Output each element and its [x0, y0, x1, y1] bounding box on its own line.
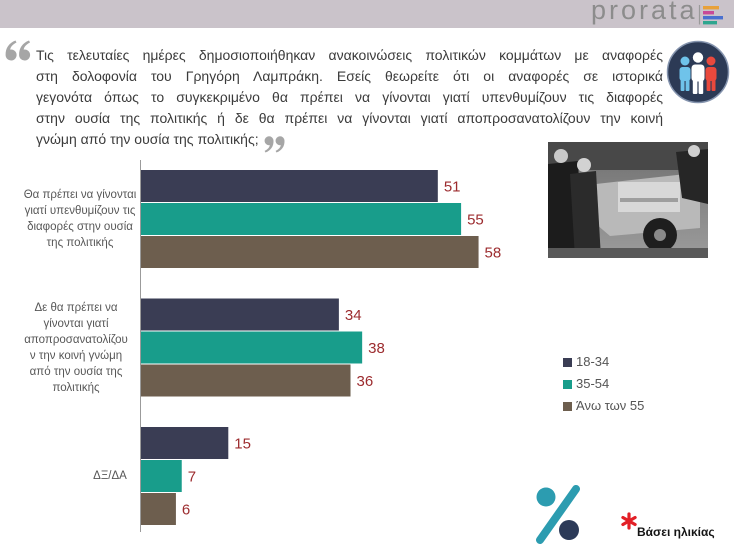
- legend-swatch: [563, 401, 572, 411]
- category-label-box: ΔΞ/ΔΑ: [47, 427, 173, 525]
- bar-series-1-category-2: [141, 298, 339, 331]
- footnote-text: Βάσει ηλικίας: [637, 525, 715, 539]
- question-line-last: γνώμη από την ουσία της πολιτικής;: [36, 129, 663, 153]
- value-label: 7: [188, 468, 196, 485]
- legend-item-over-55: Άνω των 55: [563, 399, 644, 413]
- value-label: 36: [357, 373, 374, 390]
- category-label-box: Δε θα πρέπει να γίνονται γιατί αποπροσαν…: [13, 299, 139, 397]
- prorata-stripes-icon: [698, 5, 723, 25]
- legend-label: 18-34: [576, 354, 610, 369]
- open-quote-icon: [5, 40, 31, 61]
- question-line: στη δολοφονία του Γρηγόρη Λαμπράκη. Εσεί…: [36, 68, 663, 84]
- value-label: 55: [467, 211, 484, 228]
- logo-stripe: [703, 16, 723, 20]
- question-line: γεγονότα όπως το συγκεκριμένο θα πρέπει …: [36, 89, 663, 105]
- question-line: στην ουσία της πολιτικής ή δε θα πρέπει …: [36, 110, 663, 126]
- value-label: 34: [345, 307, 362, 324]
- survey-question: Τις τελευταίες ημέρες δημοσιοποιήθηκαν α…: [36, 45, 663, 153]
- category-label-box: Θα πρέπει να γίνονται γιατί υπενθυμίζουν…: [17, 170, 143, 268]
- bar-series-3-category-3: [141, 493, 176, 525]
- percent-icon: [536, 485, 580, 544]
- logo-stripe: [703, 21, 717, 25]
- category-label: Δε θα πρέπει να γίνονται γιατί αποπροσαν…: [24, 301, 128, 394]
- bar-series-3-category-2: [141, 364, 351, 397]
- value-label: 58: [485, 244, 502, 261]
- close-quote-icon: [264, 136, 285, 153]
- brand-logo-text: prorata: [591, 0, 698, 25]
- red-person-icon: [705, 56, 717, 91]
- bar-series-2-category-2: [141, 331, 363, 364]
- legend-swatch: [563, 379, 572, 389]
- legend-item-18-34: 18-34: [563, 355, 609, 369]
- bar-series-1-category-3: [141, 427, 229, 459]
- header-band: [0, 0, 734, 28]
- category-label: Θα πρέπει να γίνονται γιατί υπενθυμίζουν…: [23, 189, 137, 249]
- legend-item-35-54: 35-54: [563, 377, 609, 391]
- bar-series-2-category-3: [141, 460, 182, 492]
- bar-series-1-category-1: [141, 170, 438, 202]
- white-person-icon: [691, 52, 705, 94]
- asterisk-icon: [621, 512, 637, 530]
- logo-stripe: [703, 11, 714, 15]
- photograph-image: [548, 142, 708, 258]
- legend-label: Άνω των 55: [576, 398, 645, 413]
- question-line: γνώμη από την ουσία της πολιτικής;: [36, 131, 259, 147]
- category-label: ΔΞ/ΔΑ: [93, 470, 127, 482]
- value-label: 51: [444, 178, 461, 195]
- bar-series-3-category-1: [141, 236, 479, 268]
- legend-swatch: [563, 357, 572, 367]
- logo-stripe: [703, 6, 719, 10]
- question-line: Τις τελευταίες ημέρες δημοσιοποιήθηκαν α…: [36, 47, 663, 63]
- blue-person-icon: [679, 56, 691, 91]
- value-label: 38: [368, 340, 385, 357]
- bar-series-2-category-1: [141, 203, 462, 235]
- value-label: 15: [234, 435, 251, 452]
- value-label: 6: [182, 501, 190, 518]
- people-group-icon: [666, 40, 730, 104]
- legend-label: 35-54: [576, 376, 610, 391]
